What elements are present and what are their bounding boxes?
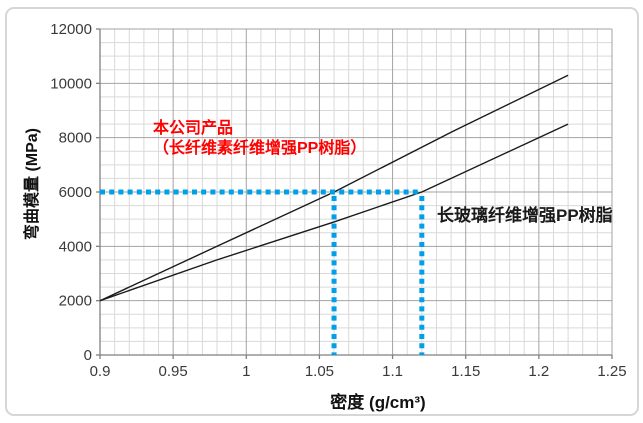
x-tick-label: 0.95 [159, 363, 188, 380]
x-tick-label: 1 [242, 363, 250, 380]
y-axis-title: 弯曲模量 (MPa) [24, 127, 41, 241]
x-axis-title: 密度 (g/cm³) [330, 393, 426, 412]
series-line [99, 123, 569, 302]
annotation-product: 本公司产品 （长纤维素纤维增强PP树脂） [153, 119, 366, 159]
major-gridlines [100, 28, 613, 355]
y-tick-label: 4000 [59, 238, 92, 255]
y-tick-label: 0 [84, 347, 92, 364]
y-tick-label: 2000 [59, 293, 92, 310]
y-tick-label: 10000 [50, 75, 92, 92]
reference-dashed-lines [100, 189, 425, 355]
y-tick-label: 6000 [59, 184, 92, 201]
y-axis-tick-labels: 0 2000 4000 6000 8000 10000 12000 [50, 21, 92, 364]
y-tick-label: 12000 [50, 21, 92, 38]
x-tick-label: 1.15 [451, 363, 480, 380]
x-tick-label: 1.05 [305, 363, 334, 380]
annotation-product-line1: 本公司产品 [153, 120, 234, 137]
x-tick-label: 0.9 [90, 363, 111, 380]
x-tick-label: 1.1 [382, 363, 403, 380]
annotation-competitor: 长玻璃纤维增强PP树脂 [437, 206, 613, 225]
x-tick-label: 1.25 [597, 363, 626, 380]
x-axis-tick-labels: 0.9 0.95 1 1.05 1.1 1.15 1.2 1.25 [90, 363, 627, 380]
x-tick-label: 1.2 [528, 363, 549, 380]
annotation-product-line2: （长纤维素纤维增强PP树脂） [153, 140, 367, 157]
y-tick-label: 8000 [59, 130, 92, 147]
